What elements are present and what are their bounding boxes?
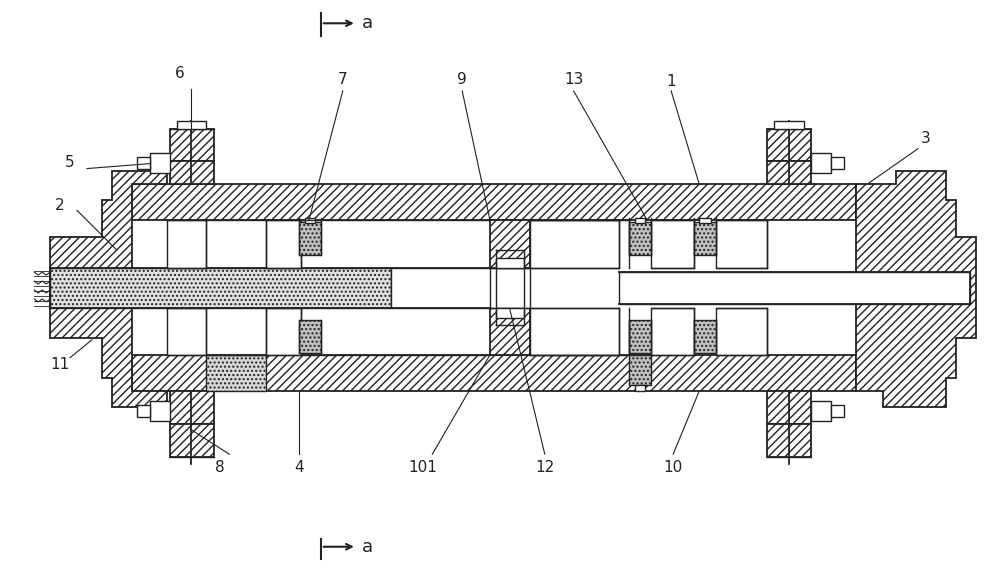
Polygon shape [629, 223, 651, 255]
Polygon shape [716, 220, 767, 268]
Polygon shape [170, 424, 214, 457]
Polygon shape [811, 401, 831, 421]
Polygon shape [530, 220, 619, 268]
Text: 2: 2 [55, 198, 65, 213]
Text: 8: 8 [215, 459, 224, 474]
Polygon shape [150, 152, 170, 172]
Polygon shape [774, 121, 804, 129]
Polygon shape [651, 308, 694, 355]
Polygon shape [266, 220, 301, 268]
Text: 10: 10 [664, 459, 683, 474]
Polygon shape [170, 160, 214, 183]
Polygon shape [856, 171, 976, 408]
Polygon shape [266, 308, 301, 355]
Text: 1: 1 [666, 74, 676, 89]
Text: 4: 4 [294, 459, 304, 474]
Polygon shape [635, 218, 645, 223]
Polygon shape [137, 405, 150, 417]
Polygon shape [305, 218, 315, 223]
Text: 5: 5 [65, 155, 75, 170]
Text: 13: 13 [564, 71, 583, 86]
Polygon shape [619, 272, 970, 304]
Text: 7: 7 [338, 71, 348, 86]
Polygon shape [767, 129, 811, 160]
Text: 6: 6 [175, 66, 184, 80]
Polygon shape [170, 392, 214, 424]
Text: 101: 101 [408, 459, 437, 474]
Polygon shape [50, 268, 391, 308]
Polygon shape [132, 183, 856, 220]
Text: 3: 3 [921, 131, 931, 146]
Polygon shape [694, 223, 716, 255]
Polygon shape [530, 308, 619, 355]
Polygon shape [629, 355, 651, 385]
Text: a: a [362, 538, 373, 556]
Polygon shape [767, 160, 811, 183]
Polygon shape [167, 220, 206, 268]
Polygon shape [496, 308, 524, 318]
Text: 11: 11 [51, 357, 70, 372]
Polygon shape [496, 258, 524, 268]
Polygon shape [811, 152, 831, 172]
Polygon shape [490, 220, 530, 268]
Polygon shape [132, 355, 856, 392]
Polygon shape [767, 424, 811, 457]
Polygon shape [699, 218, 711, 223]
Text: 12: 12 [535, 459, 554, 474]
Polygon shape [299, 223, 321, 255]
Polygon shape [629, 320, 651, 352]
Polygon shape [831, 156, 844, 168]
Text: 9: 9 [457, 71, 467, 86]
Polygon shape [137, 156, 150, 168]
Polygon shape [170, 129, 214, 160]
Polygon shape [635, 385, 645, 392]
Text: a: a [362, 14, 373, 32]
Polygon shape [716, 308, 767, 355]
Polygon shape [831, 405, 844, 417]
Polygon shape [50, 171, 167, 408]
Polygon shape [150, 401, 170, 421]
Polygon shape [490, 308, 530, 355]
Polygon shape [299, 320, 321, 352]
Polygon shape [206, 355, 266, 392]
Polygon shape [391, 268, 500, 308]
Polygon shape [167, 308, 206, 355]
Polygon shape [694, 320, 716, 352]
Polygon shape [490, 268, 530, 308]
Polygon shape [177, 121, 206, 129]
Polygon shape [651, 220, 694, 268]
Polygon shape [767, 392, 811, 424]
